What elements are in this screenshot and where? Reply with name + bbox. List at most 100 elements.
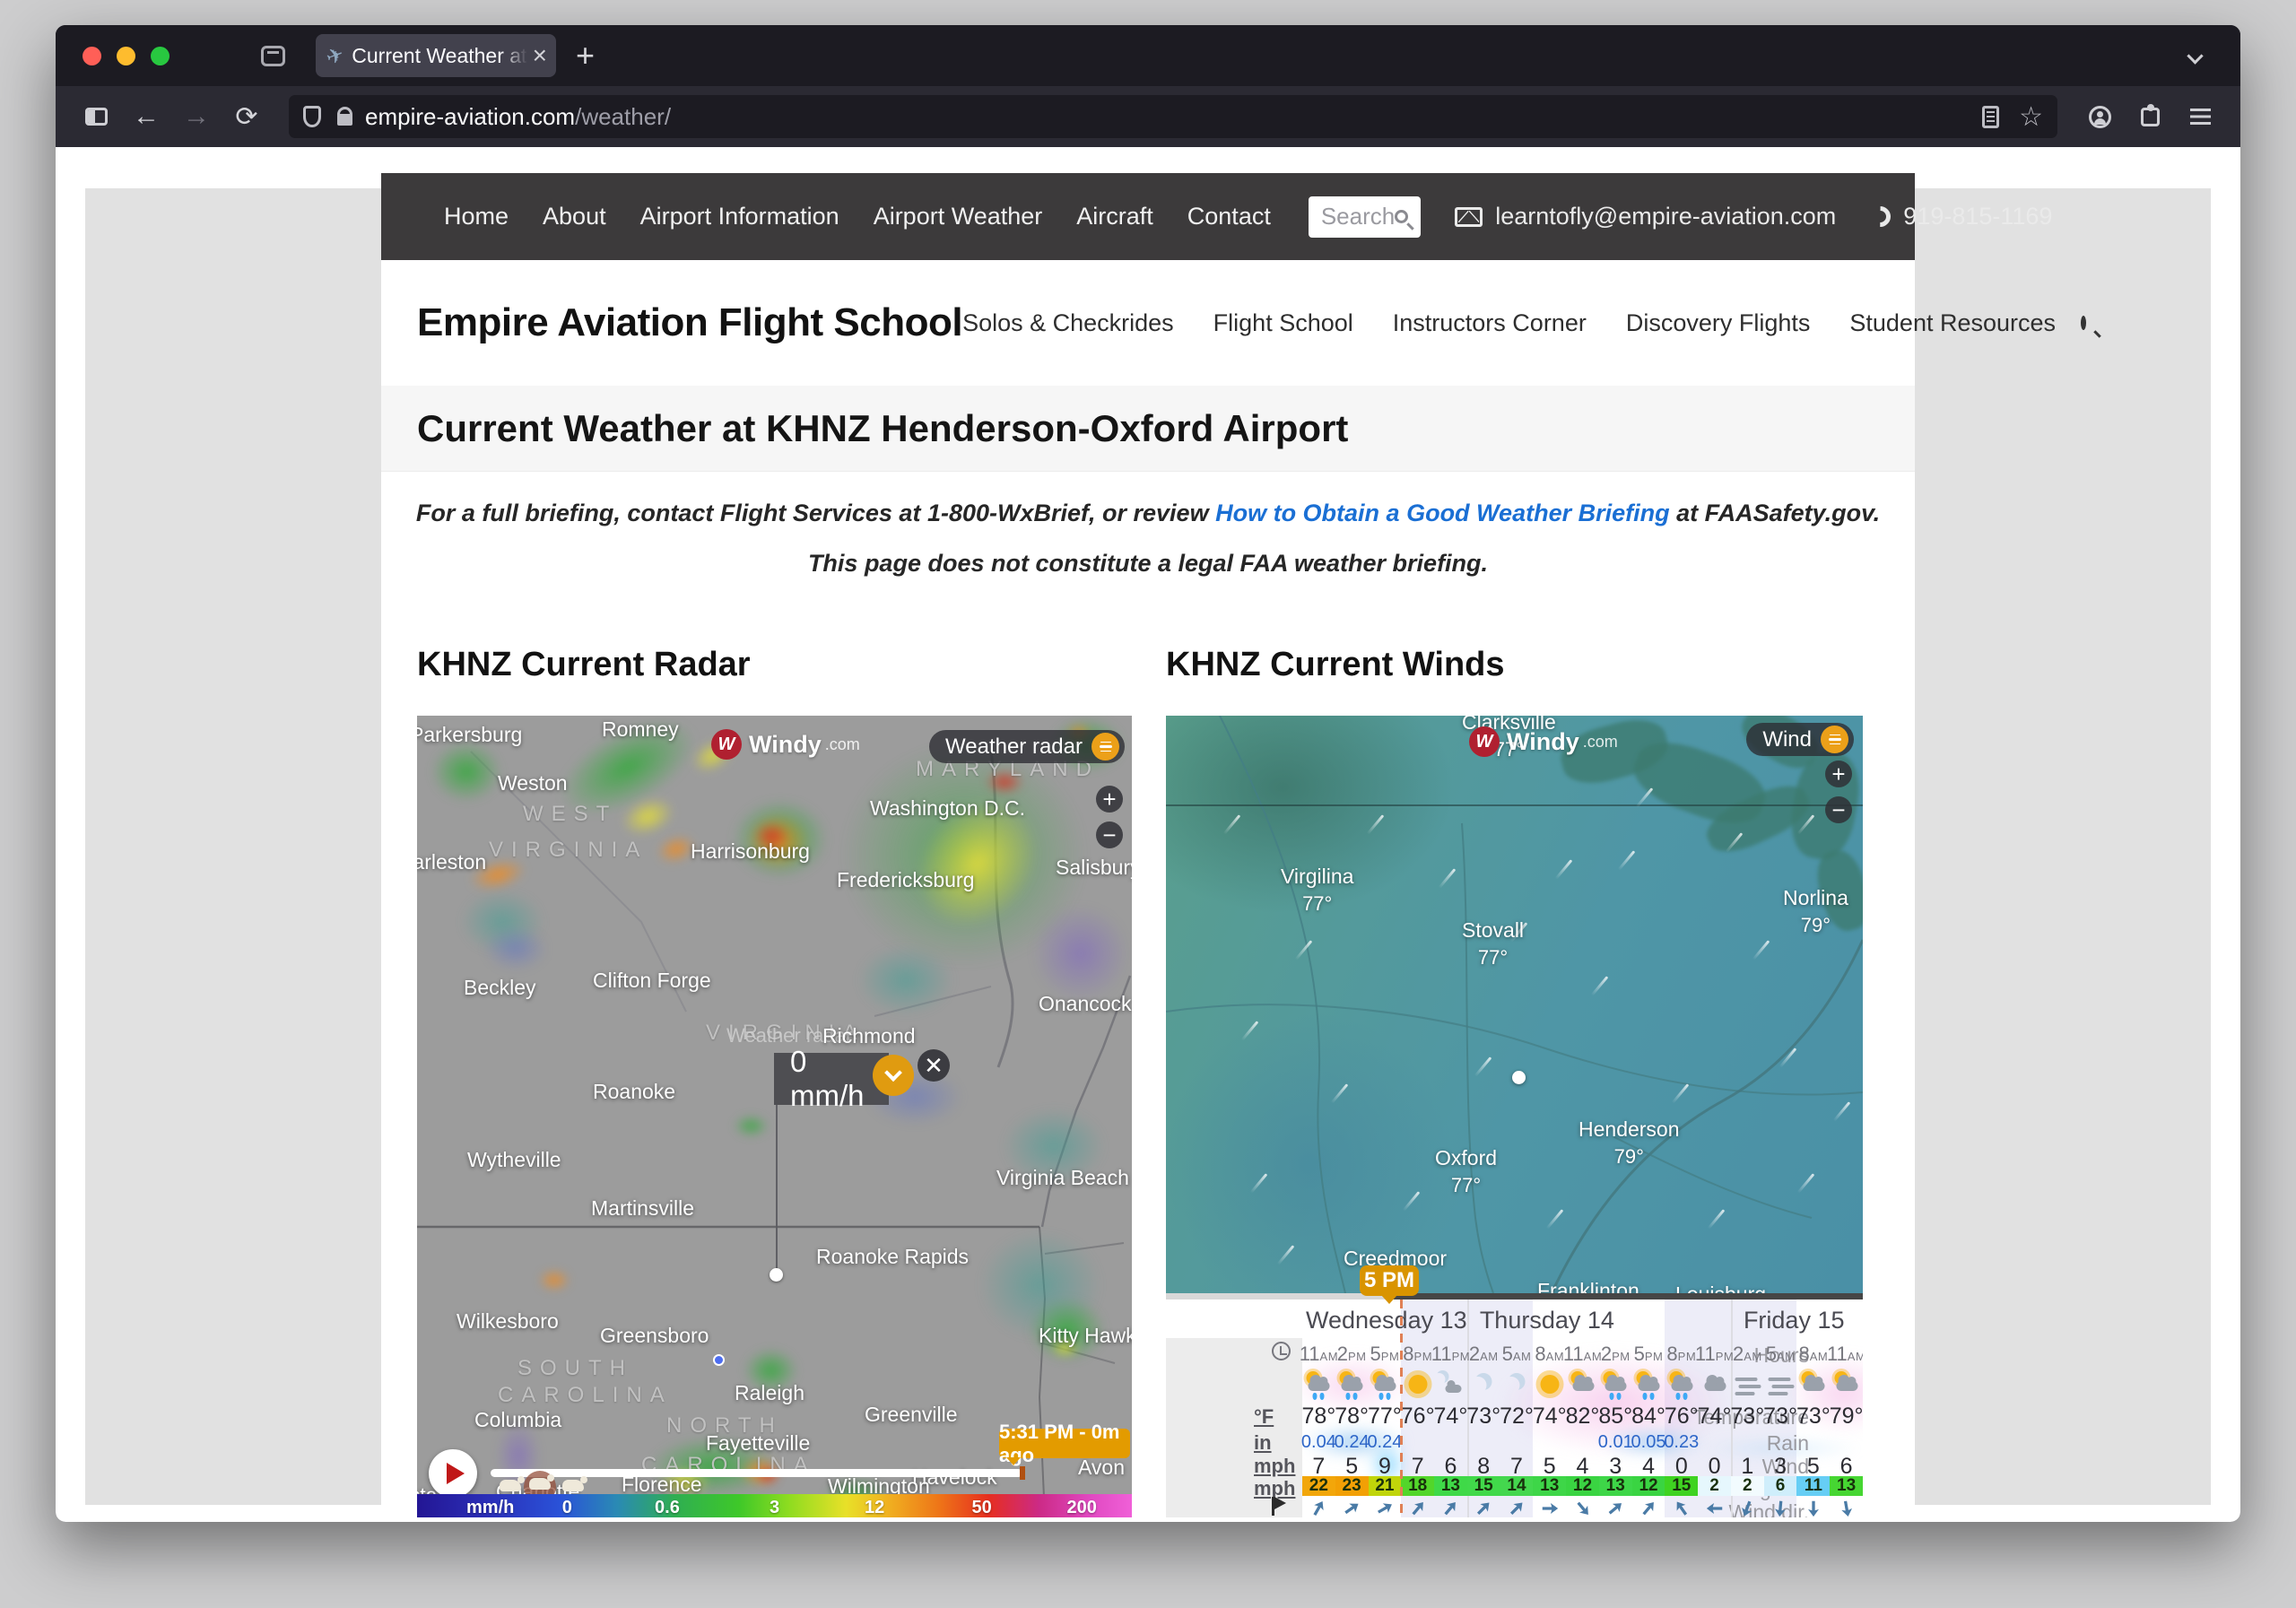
bookmark-star-icon[interactable]: ☆	[2019, 101, 2043, 132]
hour-label: 8AM	[1798, 1343, 1829, 1365]
hour-label: 2PM	[1336, 1343, 1367, 1365]
search-input[interactable]: Search	[1308, 196, 1422, 238]
timeline-position-marker[interactable]	[1020, 1466, 1025, 1480]
wind-direction-arrow	[1507, 1499, 1526, 1517]
menu-hamburger-icon[interactable]	[2179, 96, 2221, 137]
topnav-item-aircraft[interactable]: Aircraft	[1076, 203, 1153, 230]
topnav-item-airport-weather[interactable]: Airport Weather	[873, 203, 1043, 230]
clock-icon	[1272, 1342, 1291, 1360]
phone-link[interactable]: 919-815-1169	[1866, 202, 2052, 231]
lock-icon[interactable]	[337, 106, 352, 126]
time-pill[interactable]: 5 PM	[1360, 1265, 1419, 1304]
speed-goat-icon[interactable]	[562, 1476, 587, 1491]
wind-value: 4	[1642, 1454, 1655, 1479]
wind-gust-value: 12	[1566, 1476, 1599, 1496]
city-label: Onancock	[1039, 992, 1132, 1015]
temperature-value: 74°	[1433, 1404, 1468, 1429]
speed-rabbit-icon[interactable]	[529, 1474, 554, 1490]
extensions-icon[interactable]	[2129, 96, 2170, 137]
site-nav-discovery-flights[interactable]: Discovery Flights	[1625, 309, 1811, 336]
weather-icon-moon-cloud	[1434, 1368, 1467, 1400]
winds-layer-pill[interactable]: Wind	[1746, 723, 1854, 756]
weather-icon-sun	[1401, 1368, 1434, 1400]
precip-tooltip-close-icon[interactable]: ✕	[918, 1049, 950, 1082]
forward-button[interactable]: →	[183, 101, 210, 131]
forecast-progress-bar[interactable]	[1166, 1293, 1863, 1299]
radar-timeline[interactable]	[491, 1469, 1022, 1477]
city-label: Virginia Beach	[996, 1166, 1129, 1189]
site-nav-student-resources[interactable]: Student Resources	[1849, 309, 2057, 336]
wind-gust-value: 14	[1500, 1476, 1534, 1496]
wind-gust-value: 2	[1730, 1476, 1764, 1496]
wind-value: 1	[1741, 1454, 1754, 1479]
city-label: Wytheville	[467, 1148, 561, 1171]
topnav-item-contact[interactable]: Contact	[1187, 203, 1271, 230]
radar-map-widget[interactable]: WEST VIRGINIA MARYLAND VIRGINIA NORTH CAROLIN…	[417, 716, 1132, 1517]
topnav-item-airport-information[interactable]: Airport Information	[639, 203, 839, 230]
zoom-window-button[interactable]	[151, 46, 170, 65]
city-label: Roanoke	[593, 1080, 676, 1103]
briefing-note: For a full briefing, contact Flight Serv…	[415, 500, 1881, 578]
wind-direction-arrow	[1309, 1499, 1328, 1517]
back-button[interactable]: ←	[133, 101, 160, 131]
radar-echo	[726, 1110, 776, 1142]
radar-echo	[471, 917, 561, 980]
precip-tooltip-chevron-icon[interactable]	[873, 1055, 914, 1096]
weather-icon-cloud	[1698, 1368, 1731, 1400]
topnav-item-home[interactable]: Home	[444, 203, 509, 230]
scale-tick: 0.6	[655, 1498, 680, 1517]
wind-direction-arrow	[1573, 1499, 1593, 1517]
winds-zoom-out-button[interactable]: −	[1825, 796, 1852, 823]
wind-gust-value: 21	[1368, 1476, 1402, 1496]
speed-turtle-icon[interactable]	[500, 1476, 525, 1491]
winds-zoom-in-button[interactable]: +	[1825, 761, 1852, 787]
windy-logo[interactable]: W Windy .com	[711, 729, 860, 760]
address-bar[interactable]: empire-aviation.com /weather/ ☆	[289, 95, 2057, 138]
email-link[interactable]: learntofly@empire-aviation.com	[1455, 203, 1836, 230]
tab-close-icon[interactable]: ×	[532, 41, 547, 69]
browser-window: ✈ Current Weather at KHNZ Hend × + ← → ⟳…	[56, 25, 2240, 1522]
new-tab-button[interactable]: +	[576, 37, 596, 74]
temperature-value: 72°	[1500, 1404, 1534, 1429]
site-search-icon[interactable]	[2081, 316, 2087, 330]
wind-gust-value: 23	[1335, 1476, 1369, 1496]
sidebar-button[interactable]	[75, 96, 117, 137]
close-window-button[interactable]	[83, 46, 101, 65]
site-brand[interactable]: Empire Aviation Flight School	[417, 300, 963, 344]
site-nav-flight-school[interactable]: Flight School	[1213, 309, 1353, 336]
hour-label: 11PM	[1694, 1343, 1735, 1365]
topnav-item-about[interactable]: About	[543, 203, 606, 230]
radar-zoom-out-button[interactable]: −	[1096, 821, 1123, 848]
site-nav-solos-checkrides[interactable]: Solos & Checkrides	[962, 309, 1174, 336]
hour-label: 11PM	[1431, 1343, 1471, 1365]
tracking-protection-shield-icon[interactable]	[303, 106, 321, 127]
hour-label: 8AM	[1535, 1343, 1565, 1365]
weather-icon-rain-sun	[1302, 1368, 1335, 1400]
reader-mode-icon[interactable]	[1982, 105, 2000, 128]
winds-map[interactable]: Clarksville 77° Virgilina 77° Stovall 77° Norl…	[1166, 716, 1863, 1293]
weather-briefing-link[interactable]: How to Obtain a Good Weather Briefing	[1215, 500, 1670, 526]
reload-button[interactable]: ⟳	[235, 101, 258, 132]
minimize-window-button[interactable]	[117, 46, 135, 65]
forecast-label-column	[1166, 1338, 1302, 1517]
windy-logo[interactable]: W Windy .com	[1469, 726, 1618, 757]
wind-direction-arrow	[1540, 1499, 1560, 1517]
rain-area-chart	[1698, 1439, 1863, 1458]
account-icon[interactable]	[2079, 96, 2120, 137]
winds-map-widget[interactable]: Clarksville 77° Virgilina 77° Stovall 77° Norl…	[1166, 716, 1863, 1517]
wind-direction-arrow	[1837, 1499, 1857, 1517]
selected-location-dot	[770, 1268, 783, 1282]
wind-direction-arrow	[1804, 1499, 1823, 1517]
radar-zoom-in-button[interactable]: +	[1096, 786, 1123, 813]
browser-tab[interactable]: ✈ Current Weather at KHNZ Hend ×	[316, 34, 556, 77]
tab-overflow-chevron-icon[interactable]	[2187, 48, 2204, 65]
radar-layer-pill[interactable]: Weather radar	[929, 730, 1125, 763]
firefox-view-icon[interactable]	[261, 45, 285, 66]
wind-value: 5	[1345, 1454, 1359, 1479]
wind-gust-value: 15	[1466, 1476, 1500, 1496]
site-nav-instructors-corner[interactable]: Instructors Corner	[1392, 309, 1587, 336]
winds-heading: KHNZ Current Winds	[1166, 646, 1505, 683]
radar-play-button[interactable]	[429, 1449, 477, 1498]
region-label: CAROLINA	[498, 1383, 673, 1407]
